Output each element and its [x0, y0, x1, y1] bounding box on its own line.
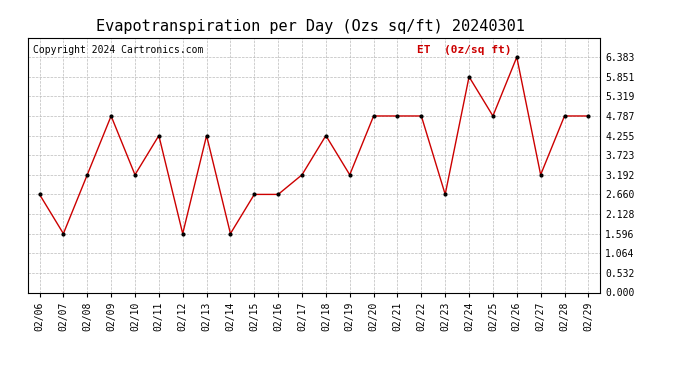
Text: ET  (0z/sq ft): ET (0z/sq ft): [417, 45, 511, 55]
Text: Copyright 2024 Cartronics.com: Copyright 2024 Cartronics.com: [33, 45, 204, 55]
Text: Evapotranspiration per Day (Ozs sq/ft) 20240301: Evapotranspiration per Day (Ozs sq/ft) 2…: [96, 19, 525, 34]
